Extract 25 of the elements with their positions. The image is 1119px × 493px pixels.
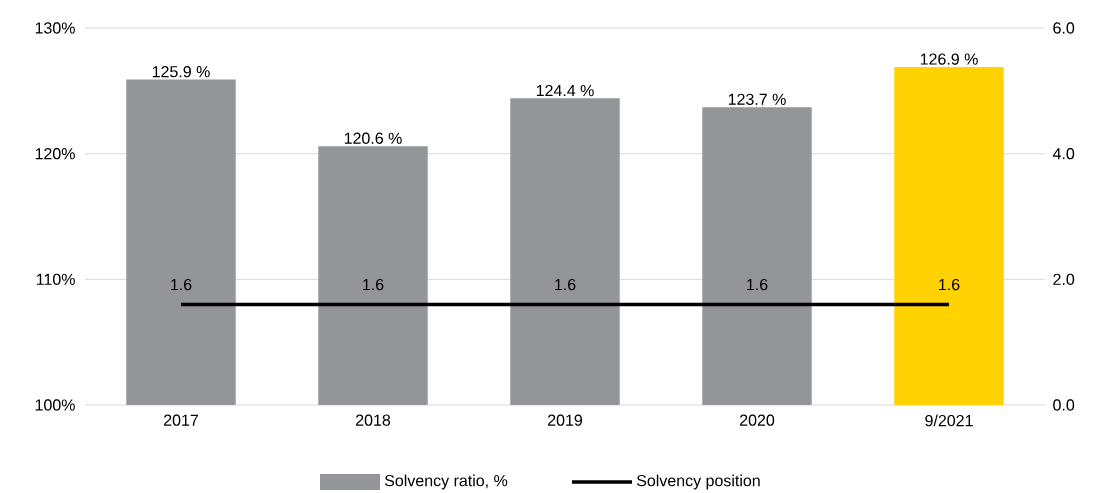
y-tick-label: 100%: [35, 399, 75, 411]
y2-tick-label: 2.0: [1053, 273, 1075, 285]
data-label: 126.9 %: [920, 53, 978, 65]
data-label: 120.6 %: [344, 132, 402, 144]
data-label: 124.4 %: [536, 84, 594, 97]
data-label: 1.6: [363, 278, 384, 291]
y-tick-label: 120%: [35, 148, 75, 160]
x-tick-label: 2018: [356, 414, 391, 426]
y2-tick-label: 6.0: [1053, 22, 1075, 34]
legend-label: Solvency position: [636, 474, 760, 490]
x-tick-label: 2017: [164, 414, 198, 426]
data-label: 1.6: [171, 278, 192, 291]
data-label: 1.6: [939, 278, 960, 291]
legend-label: Solvency ratio, %: [384, 474, 508, 490]
x-tick-label: 2020: [740, 414, 775, 426]
y-tick-label: 110%: [36, 273, 75, 285]
data-label: 123.7 %: [728, 93, 786, 105]
x-tick-label: 9/2021: [925, 414, 973, 427]
y2-tick-label: 0.0: [1053, 399, 1075, 411]
y2-tick-label: 4.0: [1052, 148, 1075, 160]
y-tick-label: 130%: [35, 22, 75, 34]
data-label: 1.6: [555, 278, 576, 291]
x-tick-label: 2019: [548, 414, 583, 426]
data-label: 1.6: [747, 278, 768, 291]
data-label: 125.9 %: [152, 65, 210, 78]
